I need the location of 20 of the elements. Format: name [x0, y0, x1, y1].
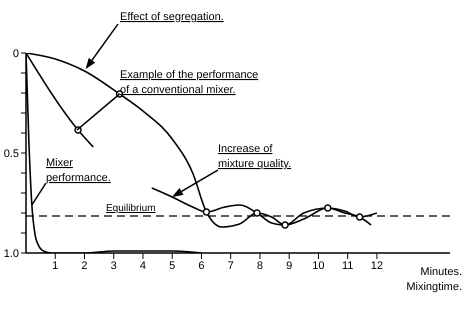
x-tick-label: 5: [169, 260, 176, 272]
x-tick-label: 10: [312, 260, 325, 272]
x-axis-title: Minutes. Mixingtime.: [406, 266, 462, 293]
x-tick-label: 3: [110, 260, 117, 272]
x-tick-label: 4: [140, 260, 146, 272]
y-tick-label: 0: [12, 48, 19, 60]
x-tick-label: 2: [81, 260, 88, 272]
x-tick-label: 1: [52, 260, 58, 272]
text: Effect of segregation.: [120, 11, 224, 23]
x-tick-label: 11: [342, 260, 354, 272]
ref-line-label: Equilibrium: [106, 203, 156, 214]
x-tick-label: 7: [228, 260, 234, 272]
y-tick-label: 1.0: [4, 248, 19, 260]
x-tick-label: 8: [256, 260, 263, 272]
x-tick-label: 9: [286, 260, 292, 272]
x-tick-label: 6: [198, 260, 205, 272]
annotation: Mixer performance.: [46, 157, 111, 184]
x-tick-label: 12: [370, 260, 384, 272]
annotation: Increase of mixture quality.: [218, 143, 292, 170]
y-tick-label: 0.5: [4, 148, 19, 160]
